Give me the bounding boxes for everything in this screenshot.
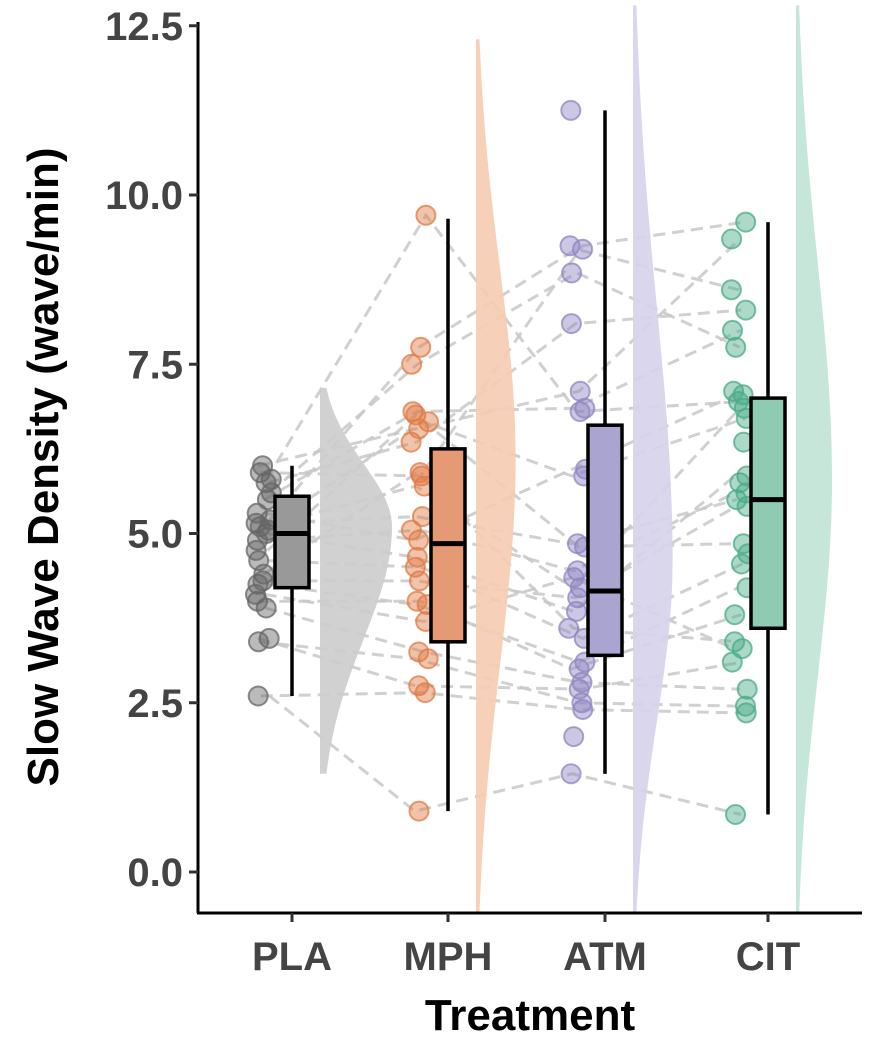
boxplot-cit: [749, 222, 787, 815]
data-point: [726, 489, 748, 511]
data-point: [736, 678, 758, 700]
data-point: [401, 353, 423, 375]
data-point: [731, 553, 752, 575]
x-tick-label-atm: ATM: [563, 935, 647, 979]
data-point: [561, 262, 583, 284]
data-point: [400, 431, 422, 453]
data-point: [415, 204, 437, 226]
box-iqr: [273, 494, 311, 590]
y-tick-label: 10.0: [105, 174, 183, 218]
data-point: [722, 319, 743, 341]
data-point: [560, 313, 582, 335]
violin-atm: [633, 5, 673, 913]
data-point: [572, 238, 594, 260]
data-point: [247, 685, 269, 707]
data-point: [255, 597, 277, 619]
data-point: [725, 804, 746, 825]
boxplot-atm: [586, 110, 624, 774]
data-point: [735, 695, 756, 717]
data-point: [721, 651, 743, 673]
violin-cit: [796, 5, 832, 913]
data-point: [563, 726, 585, 748]
axes-layer: [196, 22, 862, 915]
violin-mph: [476, 39, 516, 913]
data-point: [414, 682, 436, 704]
box-iqr: [586, 423, 624, 658]
data-point: [569, 380, 591, 402]
data-point: [417, 648, 439, 670]
x-ticks-layer: PLA MPH ATM CIT: [252, 913, 800, 979]
data-point: [560, 763, 582, 785]
data-point: [410, 336, 432, 358]
data-point: [408, 529, 430, 551]
data-point: [725, 336, 747, 358]
data-point: [560, 99, 582, 121]
data-point: [248, 631, 269, 653]
boxplot-pla: [273, 465, 311, 696]
y-ticks-layer: 0.0 2.5 5.0 7.5 10.0 12.5: [105, 5, 198, 895]
y-tick-label: 2.5: [127, 682, 183, 726]
data-point: [408, 570, 430, 592]
data-point: [721, 228, 743, 250]
y-tick-label: 5.0: [127, 513, 183, 557]
violins-layer: [320, 5, 832, 913]
x-axis-title: Treatment: [425, 991, 636, 1040]
y-axis-title: Slow Wave Density (wave/min): [19, 148, 68, 787]
data-point: [558, 617, 580, 639]
data-point: [735, 702, 757, 724]
data-point: [571, 692, 593, 714]
data-point: [559, 235, 581, 257]
x-tick-label-pla: PLA: [252, 935, 332, 979]
data-point: [255, 472, 277, 494]
paired-line: [268, 694, 742, 816]
y-tick-label: 0.0: [127, 851, 183, 895]
violin-pla: [320, 387, 392, 774]
data-point: [408, 800, 430, 822]
data-point: [720, 279, 742, 301]
data-point: [563, 567, 585, 588]
box-iqr: [749, 396, 787, 631]
data-point: [569, 401, 591, 423]
data-point: [735, 299, 757, 321]
data-point: [565, 600, 587, 622]
data-point: [724, 604, 746, 626]
data-point: [735, 211, 757, 233]
x-tick-label-mph: MPH: [404, 935, 493, 979]
boxplots-layer: [273, 110, 787, 815]
data-point: [249, 462, 271, 484]
paired-line: [265, 212, 743, 481]
y-tick-label: 12.5: [105, 5, 183, 49]
boxplot-mph: [429, 218, 467, 812]
data-point: [572, 699, 594, 720]
x-tick-label-cit: CIT: [736, 935, 800, 979]
y-tick-label: 7.5: [127, 343, 183, 387]
paired-line: [268, 247, 740, 521]
